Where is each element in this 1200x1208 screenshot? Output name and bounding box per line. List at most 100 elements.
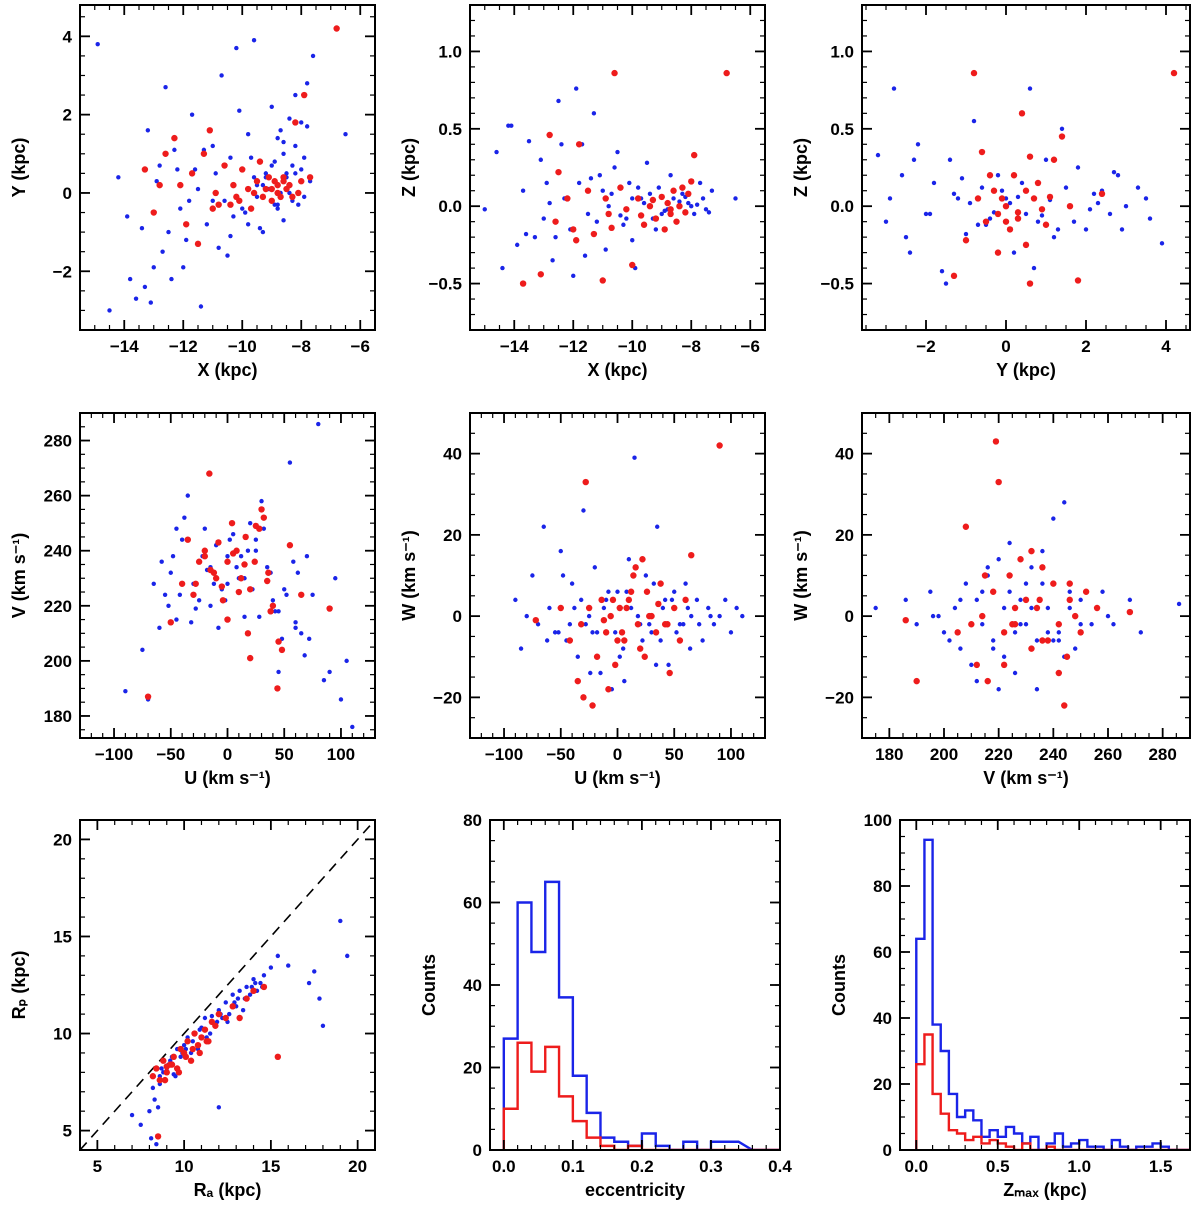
point-red [1022, 596, 1030, 604]
point-red [990, 187, 998, 194]
point-blue [600, 188, 605, 193]
panel-uv: −100 −50 0 50 100 180 200 220 240 260 280 U (km s⁻¹… [9, 412, 376, 788]
point-blue [304, 124, 310, 129]
x-tick-label: −8 [682, 337, 701, 356]
plot-area-vw [873, 438, 1182, 709]
x-tick-label: 220 [984, 745, 1012, 764]
point-blue [569, 581, 575, 586]
point-blue [598, 670, 603, 676]
point-blue [290, 163, 295, 168]
point-blue [621, 222, 626, 227]
point-blue [281, 139, 286, 145]
point-red [688, 178, 695, 185]
point-blue [711, 622, 717, 627]
point-red [580, 694, 587, 701]
y-tick-label: 2 [63, 106, 72, 125]
y-tick-label: 20 [443, 526, 462, 545]
point-red [590, 230, 598, 238]
point-red [1006, 572, 1013, 579]
point-red [913, 677, 920, 685]
point-red [221, 162, 228, 169]
point-blue [275, 135, 280, 141]
point-blue [251, 38, 257, 43]
y-tick-label: 20 [463, 1059, 482, 1078]
point-red [268, 197, 275, 204]
point-red [990, 588, 997, 595]
point-red [1082, 588, 1090, 595]
x-tick-label: −6 [741, 337, 760, 356]
x-axis-label: Y (kpc) [996, 360, 1056, 380]
point-blue [213, 171, 218, 176]
point-red [168, 1061, 176, 1068]
point-blue [188, 620, 194, 625]
point-red [259, 193, 267, 201]
point-red [614, 637, 621, 644]
point-blue [991, 646, 996, 651]
point-red [655, 600, 662, 608]
point-blue [622, 678, 627, 684]
point-red [982, 218, 990, 225]
point-blue [157, 163, 162, 168]
point-blue [689, 613, 694, 619]
point-blue [1007, 540, 1012, 546]
plot-area-yz [875, 69, 1178, 287]
point-blue [883, 219, 889, 224]
point-blue [1019, 180, 1025, 186]
point-red [203, 1038, 210, 1045]
point-red [1046, 193, 1054, 201]
point-blue [287, 116, 292, 121]
point-blue [269, 163, 274, 168]
point-blue [230, 992, 235, 997]
point-blue [281, 218, 286, 223]
point-blue [321, 677, 327, 683]
y-tick-label: −2 [53, 262, 72, 281]
point-red [1028, 547, 1035, 555]
point-blue [677, 622, 683, 627]
point-blue [1043, 157, 1049, 162]
point-red [600, 616, 608, 624]
point-blue [694, 597, 700, 603]
point-red [625, 596, 633, 604]
point-red [1017, 556, 1024, 563]
point-blue [276, 669, 281, 675]
point-red [716, 442, 723, 449]
point-blue [873, 605, 878, 611]
point-red [1006, 226, 1014, 233]
point-red [627, 588, 635, 595]
point-blue [1040, 581, 1045, 586]
point-blue [706, 605, 711, 611]
point-blue [145, 128, 151, 133]
point-blue [1040, 548, 1045, 554]
point-blue [160, 249, 165, 254]
point-blue [286, 963, 291, 968]
point-red [162, 150, 169, 157]
point-blue [985, 565, 990, 570]
point-blue [733, 196, 738, 201]
point-blue [1029, 565, 1034, 570]
point-red [161, 1076, 169, 1084]
point-blue [247, 520, 253, 526]
point-blue [216, 1105, 222, 1110]
point-blue [181, 1042, 187, 1048]
x-tick-label: 0.1 [561, 1157, 585, 1176]
point-red [150, 209, 157, 216]
point-blue [694, 202, 700, 207]
point-blue [574, 86, 579, 91]
point-blue [150, 1085, 156, 1091]
point-blue [166, 229, 171, 235]
y-tick-label: −0.5 [428, 275, 462, 294]
y-tick-label: −20 [825, 688, 854, 707]
x-axis-label: U (km s⁻¹) [184, 768, 271, 788]
x-tick-label: 240 [1039, 745, 1067, 764]
panel-zmax: 0.0 0.5 1.0 1.5 0 20 40 60 80 100 Zₘₐₓ (kpc) Counts [829, 811, 1191, 1200]
point-blue [272, 609, 278, 614]
point-blue [147, 1108, 152, 1114]
point-red [1066, 580, 1073, 587]
point-blue [506, 123, 511, 128]
point-red [187, 1057, 195, 1064]
point-blue [544, 638, 550, 643]
x-tick-label: −50 [156, 745, 185, 764]
x-tick-label: −100 [95, 745, 133, 764]
point-blue [1095, 200, 1101, 206]
